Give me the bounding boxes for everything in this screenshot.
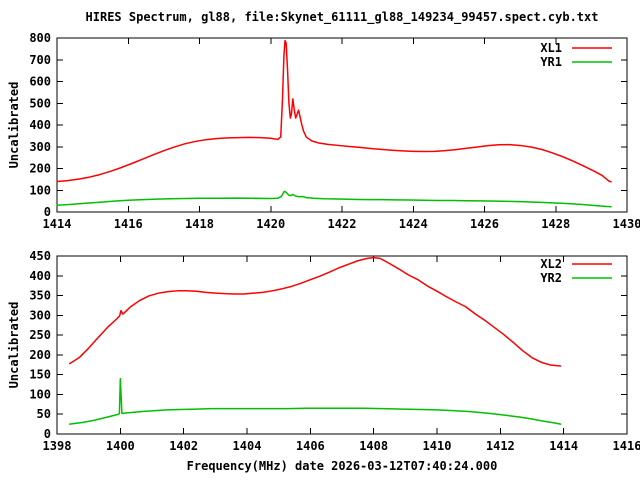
legend-yr2-label: YR2 [540,271,562,285]
y-tick-label: 200 [29,162,51,176]
x-tick-label: 1404 [233,439,262,453]
x-tick-label: 1428 [541,217,570,231]
x-tick-label: 1420 [256,217,285,231]
y-tick-label: 450 [29,249,51,263]
x-tick-label: 1400 [106,439,135,453]
y-tick-label: 600 [29,75,51,89]
y-tick-label: 400 [29,118,51,132]
y-tick-label: 50 [37,407,51,421]
x-tick-label: 1418 [185,217,214,231]
y-tick-label: 500 [29,96,51,110]
plots-container: 1414 1416 1418 1420 1422 1424 1426 1428 1430 0 100… [29,31,640,453]
x-tick-label: 1410 [423,439,452,453]
plot2-y-axis-label: Uncalibrated [7,302,21,389]
x-tick-label: 1416 [613,439,640,453]
y-tick-label: 150 [29,368,51,382]
y-tick-label: 200 [29,348,51,362]
x-tick-label: 1398 [43,439,72,453]
y-tick-label: 700 [29,53,51,67]
legend-xl2-label: XL2 [540,257,562,271]
series-yr2-line [68,377,562,425]
legend-xl1-label: XL1 [540,41,562,55]
x-tick-label: 1412 [486,439,515,453]
plot-1: 1414 1416 1418 1420 1422 1424 1426 1428 1430 0 100… [29,31,640,231]
x-tick-label: 1422 [328,217,357,231]
y-tick-label: 0 [44,205,51,219]
y-tick-label: 0 [44,427,51,441]
series-yr1-line [56,190,612,208]
y-tick-label: 100 [29,387,51,401]
x-tick-label: 1430 [613,217,640,231]
chart-title: HIRES Spectrum, gl88, file:Skynet_61111_… [86,10,599,25]
x-tick-label: 1408 [359,439,388,453]
x-axis-label: Frequency(MHz) date 2026-03-12T07:40:24.… [187,459,498,473]
series-xl2-line [68,256,562,367]
y-tick-label: 800 [29,31,51,45]
y-tick-label: 300 [29,140,51,154]
legend-yr1-label: YR1 [540,55,562,69]
x-tick-label: 1416 [114,217,143,231]
y-tick-label: 300 [29,308,51,322]
x-tick-label: 1424 [399,217,428,231]
plot1-y-axis-label: Uncalibrated [7,82,21,169]
x-tick-label: 1402 [169,439,198,453]
y-tick-label: 400 [29,269,51,283]
y-tick-label: 250 [29,328,51,342]
y-tick-label: 100 [29,183,51,197]
plot-2: 1398 1400 1402 1404 1406 1408 1410 1412 1414 1416… [29,249,640,453]
x-tick-label: 1426 [470,217,499,231]
x-tick-label: 1414 [549,439,578,453]
y-tick-label: 350 [29,289,51,303]
x-tick-label: 1406 [296,439,325,453]
plot-2-frame [56,255,628,435]
series-xl1-line [56,39,612,183]
x-tick-label: 1414 [43,217,72,231]
